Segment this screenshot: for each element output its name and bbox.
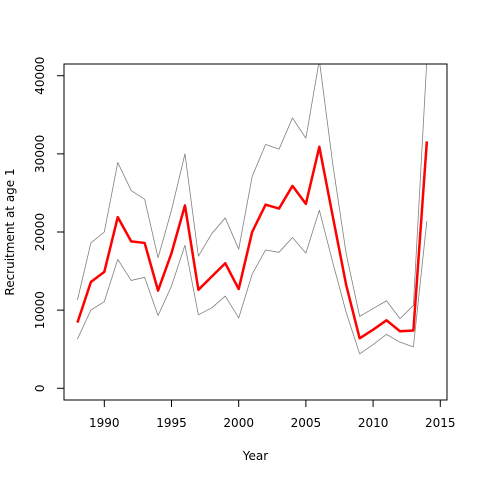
x-axis: 1990 1995 2000 2005 2010 2015 bbox=[89, 399, 456, 430]
y-axis-title: Recruitment at age 1 bbox=[3, 168, 17, 295]
series-line-estimate bbox=[76, 141, 429, 340]
y-tick-label: 0 bbox=[33, 384, 47, 392]
x-tick-label: 2005 bbox=[291, 416, 322, 430]
x-tick-label: 2000 bbox=[223, 416, 254, 430]
y-tick-label: 10000 bbox=[33, 291, 47, 329]
x-tick-label: 2015 bbox=[425, 416, 456, 430]
x-tick-label: 1995 bbox=[156, 416, 187, 430]
x-tick-label: 2010 bbox=[358, 416, 389, 430]
x-axis-title: Year bbox=[242, 449, 268, 463]
y-axis: 0 10000 20000 30000 40000 bbox=[33, 57, 65, 392]
series-lines bbox=[76, 64, 429, 355]
series-line-lower bbox=[77, 209, 428, 355]
x-tick-label: 1990 bbox=[89, 416, 120, 430]
y-tick-label: 40000 bbox=[33, 57, 47, 95]
series-line-upper bbox=[77, 64, 428, 320]
y-tick-label: 30000 bbox=[33, 135, 47, 173]
y-tick-label: 20000 bbox=[33, 213, 47, 251]
